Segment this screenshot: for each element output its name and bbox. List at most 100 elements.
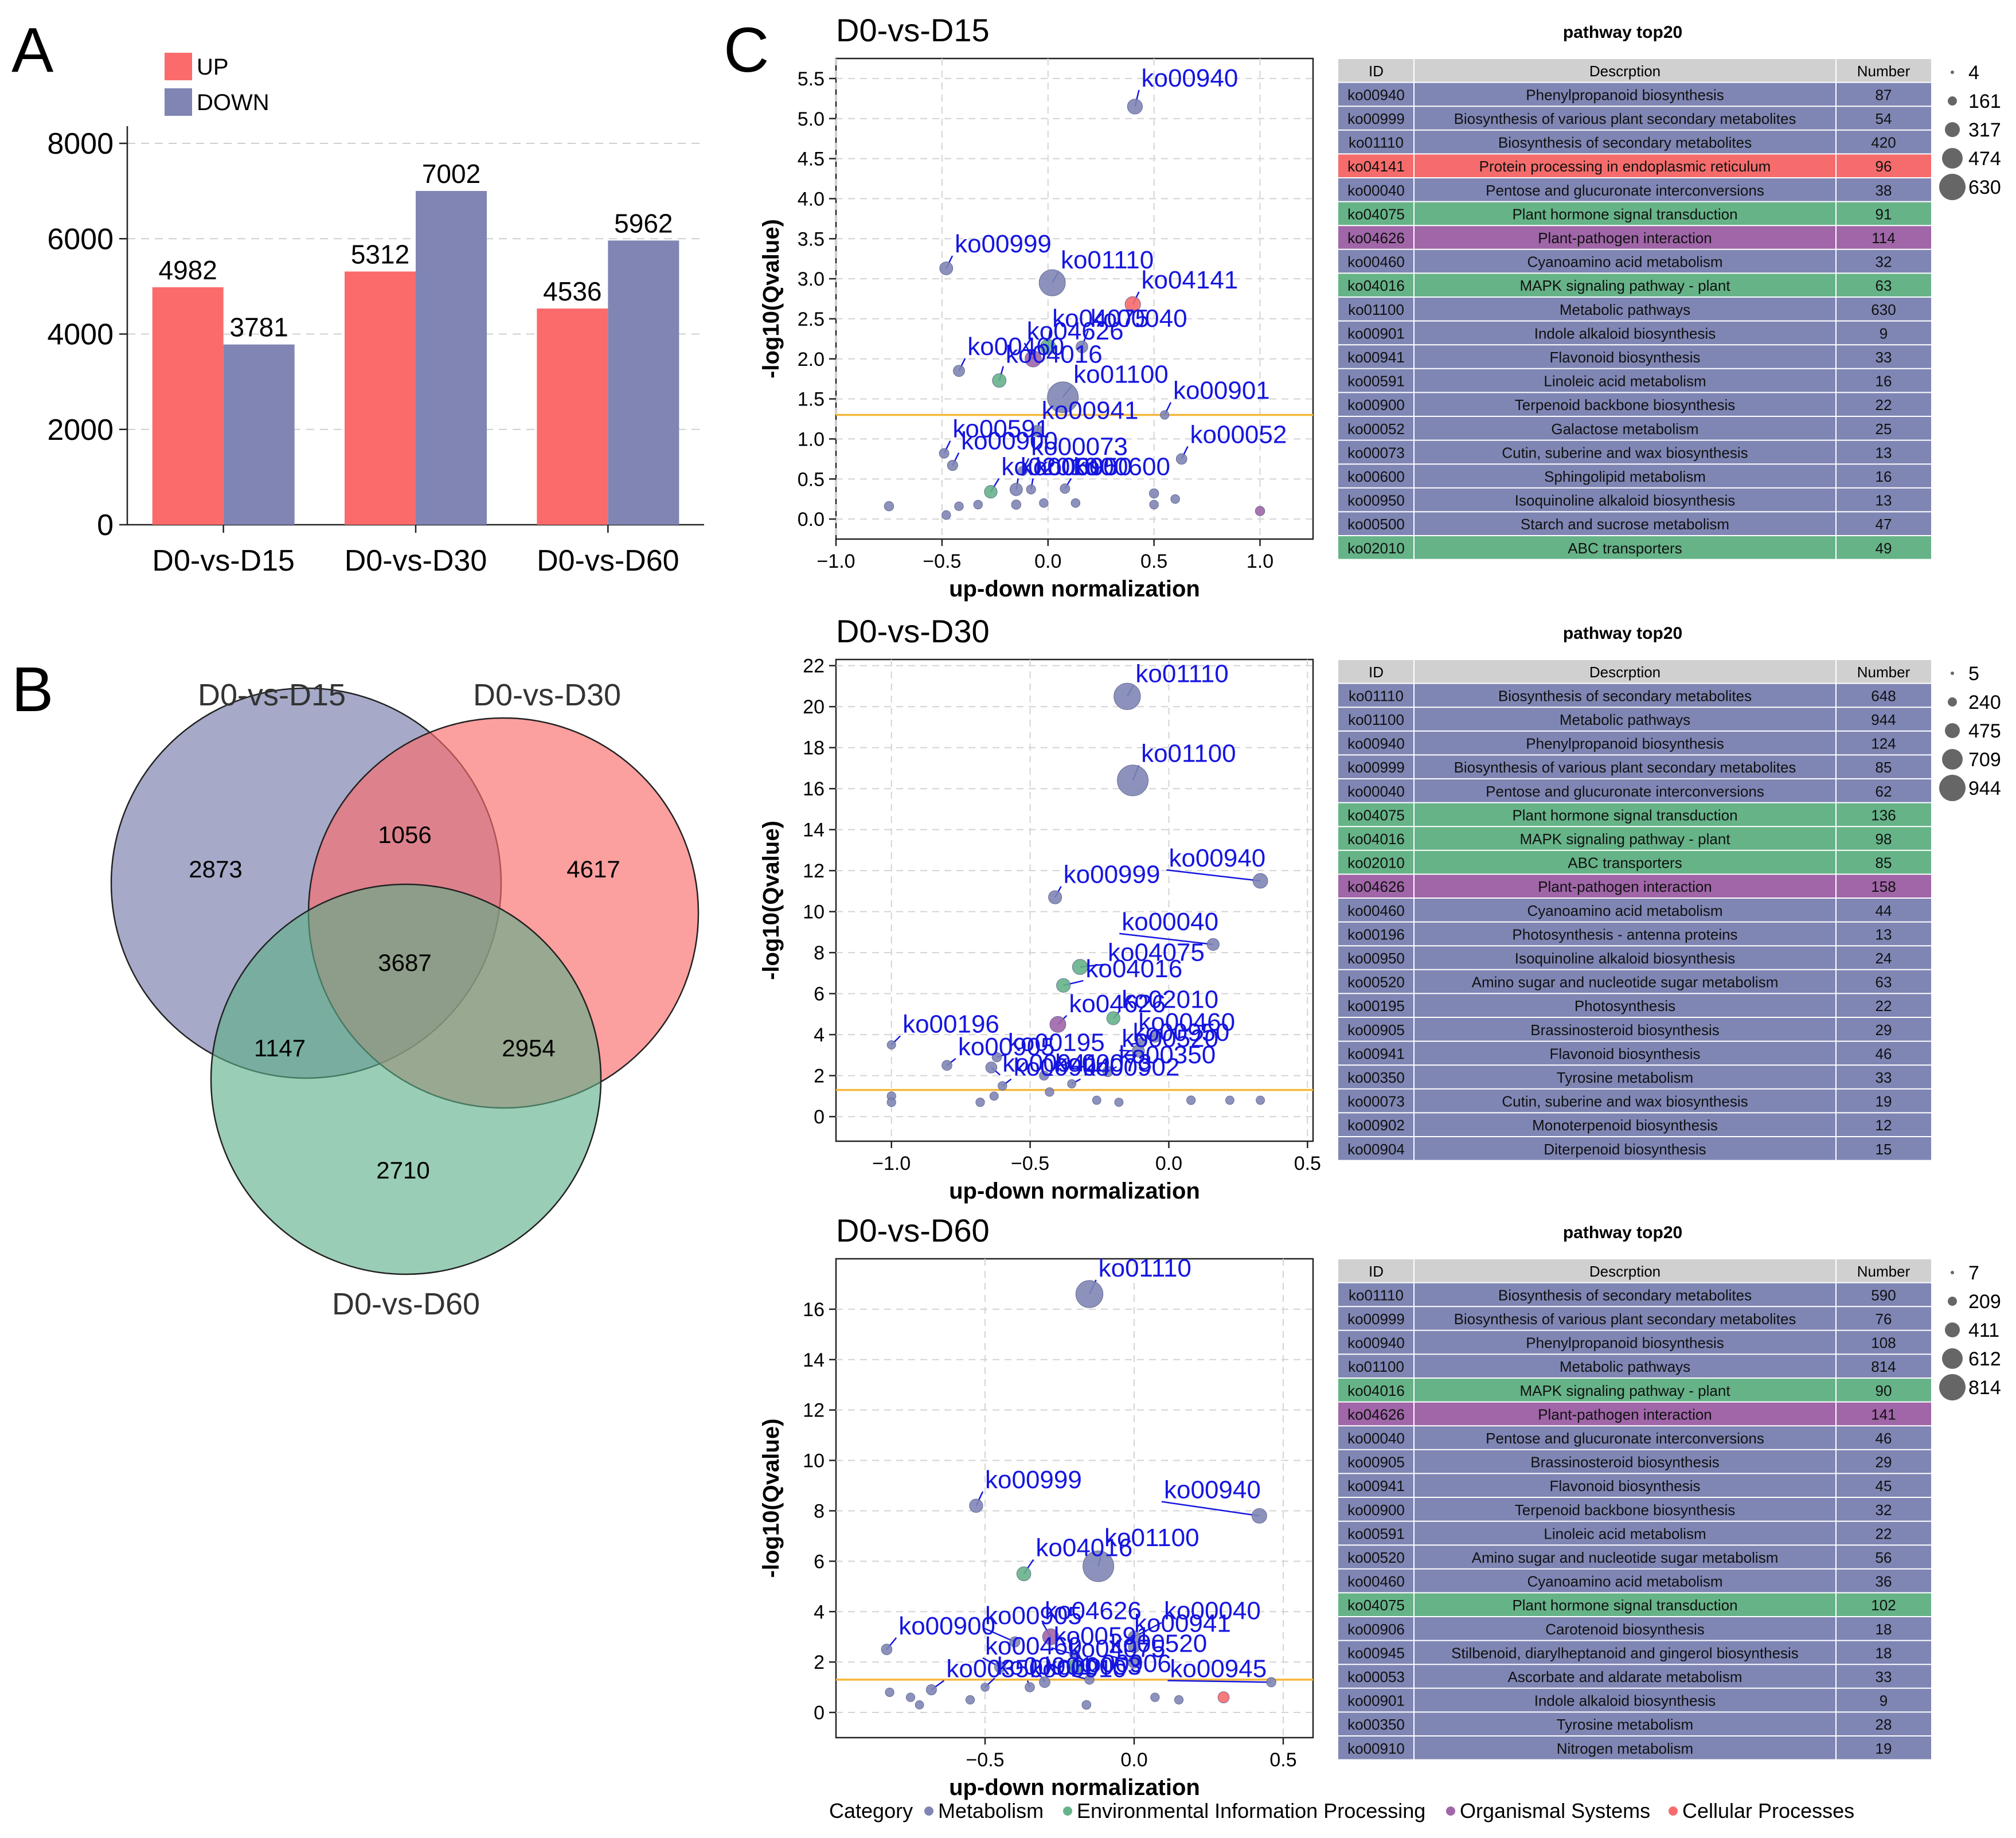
point-label: ko00900 — [961, 427, 1058, 455]
table-cell: ko00904 — [1347, 1141, 1405, 1158]
table-cell: ko00940 — [1347, 86, 1405, 103]
category-legend-label: Organismal Systems — [1460, 1799, 1650, 1823]
data-point — [973, 500, 983, 510]
table-cell: ko00945 — [1347, 1644, 1405, 1661]
table-cell: Tyrosine metabolism — [1557, 1069, 1693, 1086]
table-row — [1338, 755, 1931, 779]
label-leader — [1119, 932, 1214, 946]
table-cell: 124 — [1871, 735, 1896, 752]
table-cell: Protein processing in endoplasmic reticu… — [1479, 158, 1771, 175]
data-point — [1016, 1566, 1032, 1582]
data-point — [925, 1684, 937, 1695]
table-row — [1338, 130, 1931, 154]
venn-circle-d60 — [210, 883, 602, 1275]
table-header-cell: ID — [1369, 1263, 1384, 1280]
table-row — [1338, 249, 1931, 274]
point-label: ko04075 — [1052, 305, 1149, 333]
table-row — [1338, 440, 1931, 465]
table-cell: ko00950 — [1347, 950, 1405, 967]
data-point — [1072, 959, 1088, 975]
label-leader — [982, 1627, 1015, 1643]
data-point — [1069, 1649, 1080, 1660]
point-label: ko00941 — [1002, 1049, 1099, 1077]
table-cell: ko04141 — [1347, 158, 1405, 175]
data-point — [1174, 1695, 1184, 1705]
data-point — [886, 1040, 896, 1049]
table-cell: ko00591 — [1347, 373, 1405, 390]
table-cell: Terpenoid backbone biosynthesis — [1515, 1501, 1735, 1519]
category-legend-label: Metabolism — [938, 1799, 1044, 1823]
data-point — [992, 373, 1007, 388]
table-cell: Cyanoamino acid metabolism — [1527, 902, 1722, 919]
y-tick-label: 12 — [803, 860, 825, 882]
data-point — [1256, 1095, 1265, 1105]
category-legend-dot — [1063, 1806, 1072, 1816]
category-legend-dot — [1669, 1806, 1678, 1816]
table-row — [1338, 1736, 1931, 1760]
table-row — [1338, 1712, 1931, 1736]
y-tick-label: 1.0 — [798, 428, 825, 450]
venn-label-d60: D0-vs-D60 — [332, 1287, 480, 1321]
data-point — [1056, 978, 1071, 993]
table-cell: ko00195 — [1347, 997, 1405, 1014]
table-cell: 54 — [1876, 110, 1892, 127]
table-row — [1338, 82, 1931, 107]
data-point — [1150, 1692, 1160, 1702]
table-cell: Starch and sucrose metabolism — [1521, 516, 1729, 533]
category-legend-dot — [924, 1806, 933, 1816]
table-cell: 85 — [1876, 854, 1892, 872]
table-cell: 46 — [1876, 1430, 1892, 1447]
data-point — [954, 501, 964, 511]
y-tick-label: 6 — [814, 984, 825, 1005]
table-row — [1338, 487, 1931, 512]
table-cell: 9 — [1880, 1692, 1888, 1710]
table-cell: ko04626 — [1347, 1406, 1405, 1423]
table-row — [1338, 683, 1931, 708]
table-cell: Flavonoid biosynthesis — [1549, 1477, 1700, 1494]
y-tick-label: 2 — [814, 1066, 825, 1087]
data-point — [1011, 500, 1021, 510]
legend-label: DOWN — [197, 90, 269, 115]
table-cell: ko04016 — [1347, 1382, 1405, 1399]
data-point — [941, 510, 951, 520]
panel-b-venn: D0-vs-D15 D0-vs-D30 D0-vs-D60 2873 4617 … — [110, 678, 700, 1321]
venn-region-d15-d30: 1056 — [378, 821, 431, 848]
scatter-plot-1: −1.0 −0.5 0.0 0.5 1.0 0.0 0.5 1.0 1.5 2.0 2.5 3.0 3.… — [759, 12, 1314, 602]
scatter-plot-2: −1.0 −0.5 0.0 0.5 0 2 4 6 8 10 12 14 16 18 20 22 D0-vs-D… — [759, 613, 1321, 1204]
venn-region-only-d30: 4617 — [566, 856, 620, 883]
table-cell: 16 — [1876, 468, 1892, 485]
table-cell: ko00999 — [1347, 1310, 1405, 1328]
data-point — [1039, 498, 1049, 508]
x-tick-label: 0.0 — [1155, 1153, 1182, 1174]
table-cell: ko04626 — [1347, 229, 1405, 247]
data-point — [1266, 1677, 1276, 1687]
bar-value-label: 4982 — [158, 255, 217, 285]
point-label: ko00900 — [898, 1612, 995, 1640]
table-cell: ko00901 — [1347, 1692, 1405, 1710]
table-cell: Cyanoamino acid metabolism — [1527, 1573, 1722, 1590]
table-cell: ko01100 — [1348, 301, 1404, 318]
point-label: ko00073 — [1055, 1049, 1152, 1077]
point-label: ko00350 — [1119, 1041, 1216, 1069]
y-tick-label: 0 — [814, 1106, 825, 1128]
category-legend: Category Metabolism Environmental Informat… — [829, 1799, 1854, 1823]
table-cell: ko00460 — [1347, 902, 1405, 919]
size-legend-dot — [1942, 749, 1963, 770]
bar-value-label: 5312 — [351, 239, 409, 269]
y-tick-label: 5.0 — [798, 108, 825, 130]
table-cell: ABC transporters — [1568, 540, 1682, 557]
table-cell: Plant hormone signal transduction — [1512, 1597, 1737, 1614]
data-point — [905, 1692, 916, 1702]
data-point — [1009, 482, 1023, 496]
table-cell: 22 — [1876, 1525, 1892, 1542]
table-cell: Indole alkaloid biosynthesis — [1534, 325, 1716, 342]
y-tick-label: 4.5 — [798, 149, 825, 170]
table-cell: 108 — [1871, 1334, 1896, 1352]
point-label: ko04626 — [1045, 1597, 1142, 1625]
table-cell: 22 — [1876, 997, 1892, 1014]
size-legend-dot — [1945, 723, 1960, 738]
table-row — [1338, 1306, 1931, 1330]
bar — [416, 190, 487, 525]
y-tick-label: 8000 — [47, 127, 114, 161]
panel-letter-a: A — [11, 15, 54, 85]
